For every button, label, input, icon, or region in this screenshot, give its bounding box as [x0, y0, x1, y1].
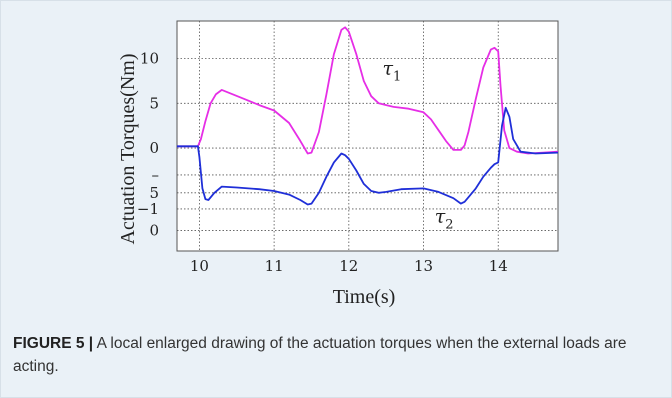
y-axis-title: Actuation Torques(Nm): [117, 54, 139, 245]
series-group: [177, 26, 559, 206]
series-line-tau1: [177, 26, 559, 155]
plot-frame: [176, 20, 559, 252]
x-axis-title: Time(s): [333, 286, 396, 308]
grid-lines: [177, 21, 558, 251]
caption-label: FIGURE 5 |: [13, 335, 94, 352]
y-tick-label: 10: [140, 50, 159, 68]
x-tick-label: 13: [414, 257, 433, 275]
series-line-tau2: [177, 106, 559, 206]
x-tick-label: 11: [265, 257, 284, 275]
plot-area: [176, 20, 559, 252]
caption-text: A local enlarged drawing of the actuatio…: [13, 335, 627, 375]
figure-caption: FIGURE 5 | A local enlarged drawing of t…: [13, 332, 653, 378]
x-tick-label: 10: [190, 257, 209, 275]
y-tick-label: 5: [149, 184, 159, 202]
series-label-subscript: 2: [445, 217, 453, 232]
y-tick-label: −1: [137, 200, 159, 218]
y-tick-label: 5: [149, 94, 159, 112]
y-tick-label: –: [152, 166, 160, 184]
x-tick-label: 12: [339, 257, 358, 275]
series-label-subscript: 1: [393, 70, 401, 85]
x-tick-label: 14: [489, 257, 508, 275]
y-tick-label: 0: [149, 221, 159, 239]
y-tick-label: 0: [149, 139, 159, 157]
